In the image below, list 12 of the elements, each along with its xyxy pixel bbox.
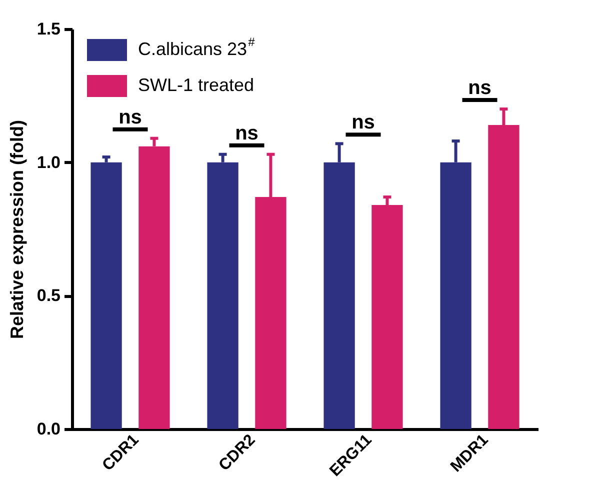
y-tick-label: 0.5 xyxy=(36,286,60,306)
annotation: ns xyxy=(352,112,375,134)
bar xyxy=(90,162,122,429)
annotation: ns xyxy=(235,122,258,144)
legend-label: SWL-1 treated xyxy=(138,75,254,95)
text: C.albicans 23# xyxy=(138,35,255,59)
annotation: ns xyxy=(118,106,142,128)
y-axis-title: Relative expression (fold) xyxy=(6,120,27,340)
annotation: ns xyxy=(468,77,492,99)
y-tick-label: 0.0 xyxy=(36,420,60,438)
y-tick-label: 1.5 xyxy=(36,20,60,38)
y-tick-label: 1.0 xyxy=(36,152,60,172)
